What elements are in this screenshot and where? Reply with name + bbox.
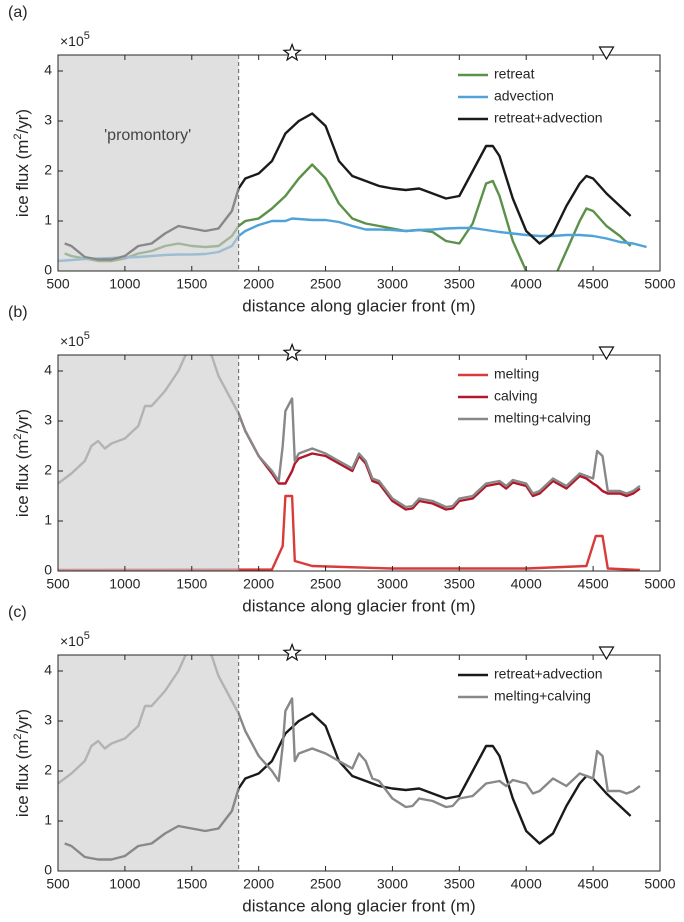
x-tick-label: 4000	[511, 276, 542, 292]
legend-label: calving	[494, 388, 538, 404]
y-axis-label: ice flux (m2/yr)	[12, 709, 33, 817]
star-marker	[282, 642, 302, 662]
y-multiplier-base: ×10	[60, 333, 84, 349]
legend-label: melting+calving	[494, 688, 591, 704]
y-tick-label: 3	[44, 712, 52, 728]
legend-label: melting+calving	[494, 410, 591, 426]
annotation: 'promontory'	[104, 127, 191, 144]
shaded-region	[58, 355, 239, 571]
y-tick-label: 1	[44, 812, 52, 828]
y-multiplier-base: ×10	[60, 633, 84, 649]
y-tick-label: 0	[44, 262, 52, 278]
x-tick-label: 4000	[511, 876, 542, 892]
x-tick-label: 4500	[578, 876, 609, 892]
star-marker	[282, 42, 302, 62]
x-tick-label: 1000	[109, 576, 140, 592]
panel-label: (b)	[8, 304, 28, 321]
y-multiplier-exp: 5	[84, 30, 90, 42]
y-axis-label-part: ice flux (m	[13, 740, 32, 817]
triangle-marker	[598, 646, 615, 661]
panel-label: (c)	[8, 604, 27, 621]
y-multiplier: ×105	[60, 630, 90, 649]
x-tick-label: 3500	[444, 876, 475, 892]
y-tick-label: 2	[44, 462, 52, 478]
legend-label: retreat+advection	[494, 110, 603, 126]
y-multiplier: ×105	[60, 330, 90, 349]
y-axis-label: ice flux (m2/yr)	[12, 109, 33, 217]
x-tick-label: 1500	[176, 876, 207, 892]
x-tick-label: 4000	[511, 576, 542, 592]
y-axis-label-part: /yr)	[13, 109, 32, 134]
x-axis-label: distance along glacier front (m)	[242, 896, 475, 915]
star-marker	[282, 342, 302, 362]
x-tick-label: 500	[46, 576, 70, 592]
y-axis-label-part: ice flux (m	[13, 440, 32, 517]
x-tick-label: 3000	[377, 276, 408, 292]
x-tick-label: 5000	[644, 876, 675, 892]
y-axis-label-part: /yr)	[13, 709, 32, 734]
y-tick-label: 2	[44, 162, 52, 178]
legend-label: advection	[494, 88, 554, 104]
x-tick-label: 3500	[444, 276, 475, 292]
y-tick-label: 0	[44, 862, 52, 878]
shaded-region	[58, 655, 239, 871]
x-tick-label: 500	[46, 876, 70, 892]
x-tick-label: 2500	[310, 876, 341, 892]
legend-label: retreat+advection	[494, 666, 603, 682]
x-tick-label: 500	[46, 276, 70, 292]
y-multiplier-exp: 5	[84, 330, 90, 342]
y-multiplier-base: ×10	[60, 33, 84, 49]
triangle-marker	[598, 346, 615, 361]
legend-label: retreat	[494, 66, 535, 82]
x-tick-label: 1500	[176, 576, 207, 592]
x-tick-label: 2000	[243, 276, 274, 292]
x-tick-label: 3000	[377, 876, 408, 892]
x-axis-label: distance along glacier front (m)	[242, 296, 475, 315]
y-tick-label: 1	[44, 512, 52, 528]
y-axis-label-part: ice flux (m	[13, 140, 32, 217]
y-tick-label: 1	[44, 212, 52, 228]
axes-box	[57, 54, 661, 272]
x-tick-label: 5000	[644, 576, 675, 592]
line-series	[58, 494, 640, 571]
legend-label: melting	[494, 366, 539, 382]
y-multiplier: ×105	[60, 30, 90, 49]
x-tick-label: 3500	[444, 576, 475, 592]
axes-box	[57, 354, 661, 572]
y-tick-label: 0	[44, 562, 52, 578]
shaded-region	[58, 55, 239, 271]
y-axis-label: ice flux (m2/yr)	[12, 409, 33, 517]
y-tick-label: 4	[44, 362, 52, 378]
x-axis-label: distance along glacier front (m)	[242, 596, 475, 615]
x-tick-label: 3000	[377, 576, 408, 592]
triangle-marker	[598, 46, 615, 61]
y-tick-label: 4	[44, 62, 52, 78]
axes-box	[57, 654, 661, 872]
panel-label: (a)	[8, 4, 28, 21]
y-tick-label: 2	[44, 762, 52, 778]
x-tick-label: 1000	[109, 276, 140, 292]
x-tick-label: 2500	[310, 576, 341, 592]
x-tick-label: 5000	[644, 276, 675, 292]
y-axis-label-part: 2	[12, 433, 24, 439]
x-tick-label: 1500	[176, 276, 207, 292]
y-tick-label: 3	[44, 412, 52, 428]
y-tick-label: 4	[44, 662, 52, 678]
y-axis-label-part: /yr)	[13, 409, 32, 434]
x-tick-label: 2500	[310, 276, 341, 292]
line-series	[237, 413, 641, 511]
x-tick-label: 4500	[578, 576, 609, 592]
x-tick-label: 2000	[243, 876, 274, 892]
x-tick-label: 1000	[109, 876, 140, 892]
x-tick-label: 2000	[243, 576, 274, 592]
y-tick-label: 3	[44, 112, 52, 128]
x-tick-label: 4500	[578, 276, 609, 292]
y-axis-label-part: 2	[12, 733, 24, 739]
y-axis-label-part: 2	[12, 133, 24, 139]
y-multiplier-exp: 5	[84, 630, 90, 642]
